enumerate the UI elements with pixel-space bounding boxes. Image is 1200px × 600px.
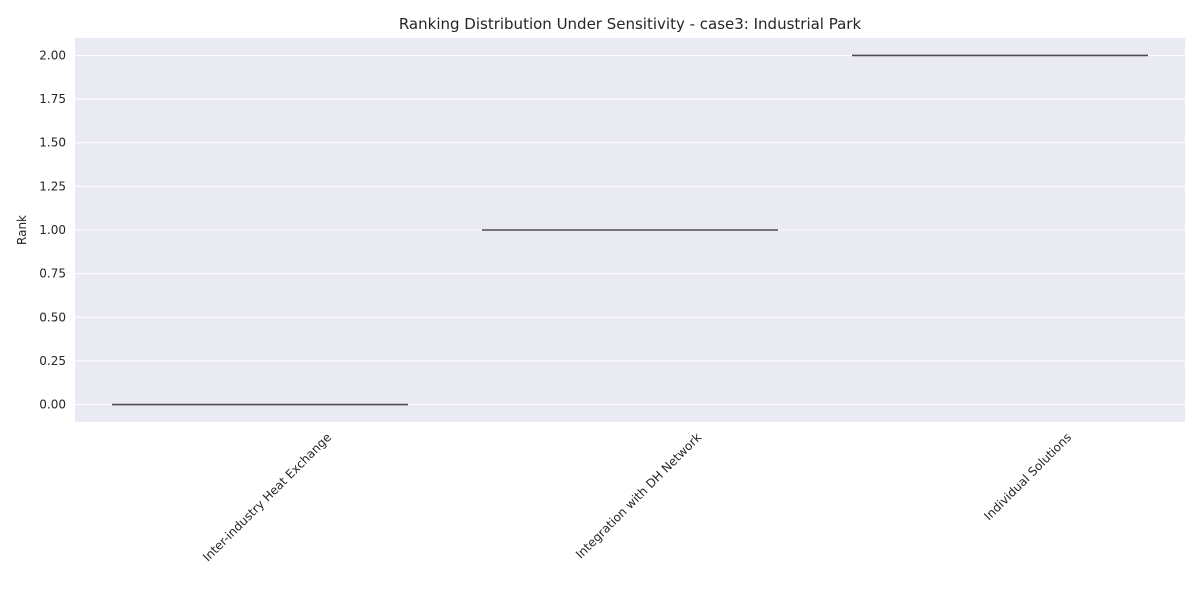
x-tick-label: Integration with DH Network xyxy=(573,430,704,561)
y-tick-label: 1.50 xyxy=(39,136,66,150)
chart-title: Ranking Distribution Under Sensitivity -… xyxy=(399,15,862,33)
y-axis-label: Rank xyxy=(15,215,29,245)
box-marks xyxy=(112,54,1148,406)
y-tick-label: 1.25 xyxy=(39,179,66,193)
y-tick-label: 0.00 xyxy=(39,398,66,412)
x-tick-label: Individual Solutions xyxy=(981,430,1074,523)
y-axis-ticks: 0.00 0.25 0.50 0.75 1.00 1.25 1.50 1.75 2.00 xyxy=(39,48,66,411)
x-axis-ticks: Inter-industry Heat Exchange Integration … xyxy=(200,430,1074,564)
x-tick-label: Inter-industry Heat Exchange xyxy=(200,430,334,564)
y-tick-label: 0.25 xyxy=(39,354,66,368)
y-tick-label: 1.75 xyxy=(39,92,66,106)
y-tick-label: 0.50 xyxy=(39,310,66,324)
y-tick-label: 0.75 xyxy=(39,267,66,281)
y-tick-label: 1.00 xyxy=(39,223,66,237)
y-tick-label: 2.00 xyxy=(39,48,66,62)
